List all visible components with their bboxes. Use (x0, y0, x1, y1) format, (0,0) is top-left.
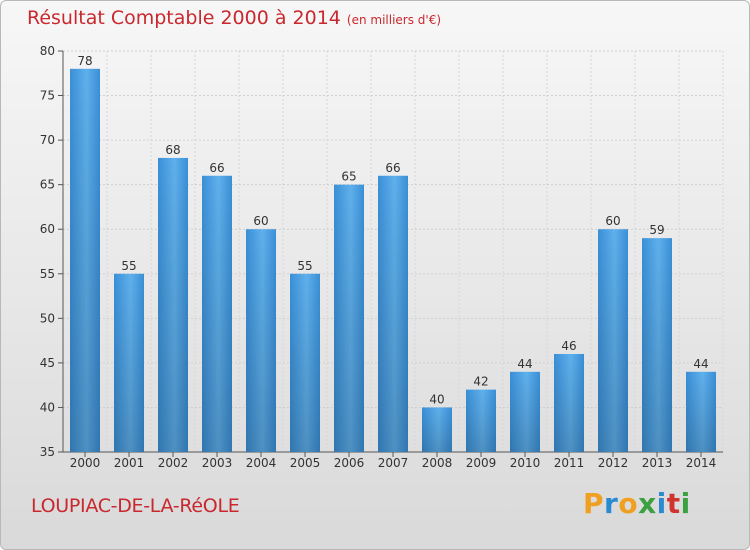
x-tick-label: 2005 (290, 456, 321, 470)
bar-shade (598, 229, 628, 452)
x-tick-label: 2009 (466, 456, 497, 470)
bar-shade (246, 229, 276, 452)
chart-title: Résultat Comptable 2000 à 2014 (en millie… (27, 7, 441, 29)
bar-shade (114, 273, 144, 452)
y-tick-label: 65 (40, 178, 55, 192)
chart-title-main: Résultat Comptable 2000 à 2014 (27, 7, 341, 29)
bar-shade (642, 238, 672, 452)
bar-shade (378, 175, 408, 452)
data-label: 40 (429, 392, 444, 406)
y-tick-label: 60 (40, 222, 55, 236)
bar-shade (202, 175, 232, 452)
logo-letter: i (680, 487, 691, 520)
y-tick-label: 80 (40, 44, 55, 58)
y-tick-label: 40 (40, 400, 55, 414)
data-label: 44 (517, 357, 532, 371)
x-tick-label: 2007 (378, 456, 409, 470)
y-tick-label: 35 (40, 445, 55, 459)
logo-letter: r (604, 487, 619, 520)
commune-name: LOUPIAC-DE-LA-RéOLE (31, 495, 240, 517)
y-tick-label: 55 (40, 267, 55, 281)
data-label: 60 (253, 214, 268, 228)
data-label: 78 (77, 54, 92, 68)
bar-shade (510, 371, 540, 452)
data-label: 66 (209, 161, 224, 175)
y-tick-label: 50 (40, 311, 55, 325)
data-label: 46 (561, 339, 576, 353)
x-tick-label: 2013 (642, 456, 673, 470)
x-tick-label: 2006 (334, 456, 365, 470)
bar-shade (334, 184, 364, 452)
data-label: 55 (121, 259, 136, 273)
x-tick-label: 2003 (202, 456, 233, 470)
x-tick-label: 2014 (686, 456, 717, 470)
data-label: 42 (473, 375, 488, 389)
logo-letter: i (656, 487, 667, 520)
logo-letter: P (583, 487, 605, 520)
x-tick-label: 2001 (114, 456, 145, 470)
bar-shade (290, 273, 320, 452)
bar-shade (466, 389, 496, 452)
logo-letter: o (618, 487, 639, 520)
labels: 35 40 45 50 55 60 65 70 75 80 78 2000 55 2001 68 2002 66… (40, 44, 717, 470)
data-label: 68 (165, 143, 180, 157)
y-tick-label: 45 (40, 356, 55, 370)
bar-shade (686, 371, 716, 452)
y-tick-label: 70 (40, 133, 55, 147)
bar-shade (70, 68, 100, 453)
bar-shade (554, 353, 584, 452)
chart-title-unit: (en milliers d'€) (346, 13, 442, 27)
x-tick-label: 2004 (246, 456, 277, 470)
data-label: 59 (649, 223, 664, 237)
data-label: 65 (341, 170, 356, 184)
data-label: 55 (297, 259, 312, 273)
data-label: 44 (693, 357, 708, 371)
x-tick-label: 2002 (158, 456, 189, 470)
x-tick-label: 2008 (422, 456, 453, 470)
x-tick-label: 2010 (510, 456, 541, 470)
bars (70, 68, 716, 453)
logo-letter: x (638, 487, 657, 520)
bar-shade (422, 407, 452, 452)
x-tick-label: 2000 (70, 456, 101, 470)
data-label: 60 (605, 214, 620, 228)
proxiti-logo[interactable]: Proxiti (583, 487, 691, 520)
x-tick-label: 2011 (554, 456, 585, 470)
data-label: 66 (385, 161, 400, 175)
bar-shade (158, 157, 188, 452)
y-tick-label: 75 (40, 89, 55, 103)
logo-letter: t (666, 487, 681, 520)
x-tick-label: 2012 (598, 456, 629, 470)
